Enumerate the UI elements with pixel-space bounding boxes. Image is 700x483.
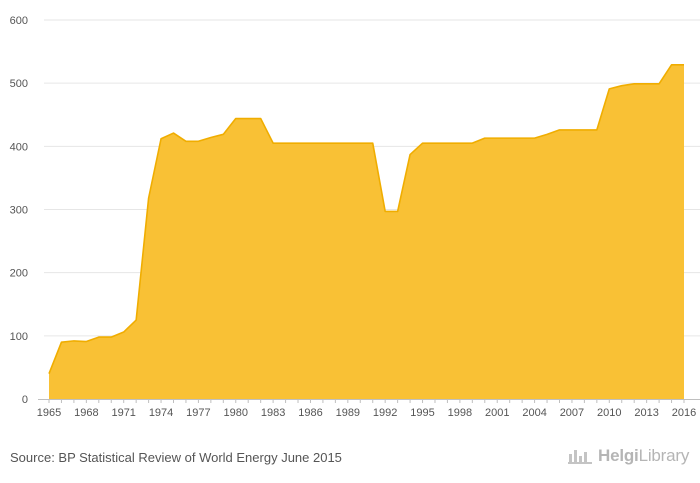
x-tick-label: 1992 <box>373 407 397 419</box>
x-tick-label: 2013 <box>634 407 658 419</box>
y-tick-label: 300 <box>10 205 28 217</box>
y-tick-label: 100 <box>10 331 28 343</box>
area-chart: 0 100 200 300 400 500 600 1965 1968 1971 1974 1977… <box>10 15 700 419</box>
logo-text-bold: Helgi <box>598 446 639 465</box>
x-tick-label: 2010 <box>597 407 621 419</box>
x-tick-label: 1995 <box>410 407 434 419</box>
y-tick-label: 500 <box>10 78 28 90</box>
y-tick-label: 400 <box>10 141 28 153</box>
x-tick-label: 2001 <box>485 407 509 419</box>
x-tick-label: 1971 <box>111 407 135 419</box>
x-tick-label: 2007 <box>560 407 584 419</box>
source-note: Source: BP Statistical Review of World E… <box>10 450 342 465</box>
logo-text: Library <box>638 446 690 465</box>
x-tick-label: 1974 <box>149 407 173 419</box>
x-axis-ticks: 1965 1968 1971 1974 1977 1980 1983 1986 1989 1992… <box>37 399 696 419</box>
series-line <box>48 64 684 375</box>
x-tick-label: 1983 <box>261 407 285 419</box>
x-tick-label: 1989 <box>336 407 360 419</box>
series-area <box>49 64 684 399</box>
x-tick-label: 1980 <box>224 407 248 419</box>
y-tick-label: 200 <box>10 268 28 280</box>
factory-icon <box>568 450 592 464</box>
x-tick-label: 1968 <box>74 407 98 419</box>
y-tick-label: 0 <box>22 394 28 406</box>
y-axis-tick-labels: 0 100 200 300 400 500 600 <box>10 15 28 406</box>
y-tick-label: 600 <box>10 15 28 27</box>
x-tick-label: 2016 <box>672 407 696 419</box>
x-tick-label: 2004 <box>522 407 546 419</box>
x-tick-label: 1986 <box>298 407 322 419</box>
helgilibrary-logo: Helgi Library <box>568 446 689 466</box>
x-tick-label: 1998 <box>448 407 472 419</box>
x-tick-label: 1965 <box>37 407 61 419</box>
x-tick-label: 1977 <box>186 407 210 419</box>
